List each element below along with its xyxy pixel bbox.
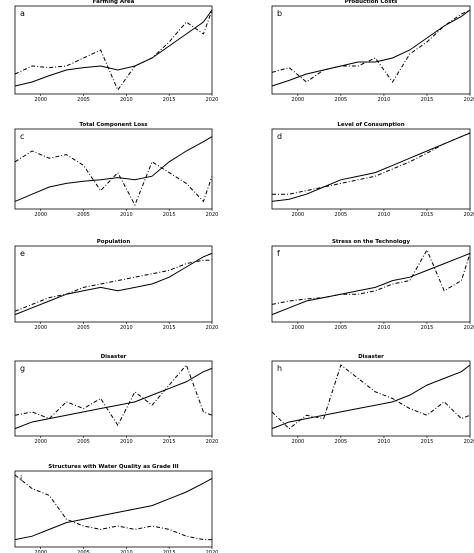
x-tick-label: 2020 (464, 325, 474, 331)
plot-frame (14, 128, 213, 210)
x-tick-label: 2010 (378, 325, 391, 331)
x-tick-label: 2000 (291, 212, 304, 218)
panel-title: Total Component Loss (79, 122, 148, 128)
x-tick-label: 2005 (77, 212, 90, 218)
data-line (272, 132, 471, 195)
panel-title: Population (97, 239, 131, 245)
data-line (14, 136, 213, 202)
x-tick-label: 2010 (120, 439, 133, 445)
x-tick-label: 2005 (335, 325, 348, 331)
data-line (14, 252, 213, 316)
panel-label: h (277, 364, 282, 373)
x-tick-label: 2020 (206, 325, 219, 331)
x-tick-label: 2010 (120, 97, 133, 103)
panel-title: Production Costs (345, 0, 398, 5)
x-tick-label: 2010 (120, 325, 133, 331)
x-tick-label: 2010 (120, 212, 133, 218)
data-line (271, 364, 471, 430)
plot-frame (271, 245, 471, 323)
x-tick-label: 2020 (206, 439, 219, 445)
panel-title: Structures with Water Quality as Grade I… (48, 464, 178, 470)
panel-title: Farming Area (93, 0, 135, 5)
x-tick-label: 2005 (335, 439, 348, 445)
x-tick-label: 2015 (421, 325, 434, 331)
x-tick-label: 2020 (206, 97, 219, 103)
x-tick-label: 2000 (291, 97, 304, 103)
panel-label: g (20, 364, 25, 373)
x-tick-label: 2020 (464, 439, 474, 445)
panel-label: c (20, 132, 24, 141)
data-line (14, 364, 213, 427)
data-line (14, 474, 212, 541)
x-tick-label: 2005 (77, 97, 90, 103)
x-tick-label: 2000 (34, 439, 47, 445)
x-tick-label: 2000 (34, 97, 47, 103)
panel-title: Disaster (101, 354, 127, 360)
data-line (14, 367, 213, 430)
x-tick-label: 2015 (163, 97, 176, 103)
x-tick-label: 2005 (335, 97, 348, 103)
x-tick-label: 2000 (34, 212, 47, 218)
data-line (14, 9, 213, 87)
x-tick-label: 2015 (163, 439, 176, 445)
x-tick-label: 2015 (421, 439, 434, 445)
plot-frame (14, 470, 213, 548)
plot-frame (14, 245, 213, 323)
panel-label: f (277, 249, 280, 258)
plot-frame (271, 5, 471, 95)
plot-frame (271, 128, 471, 210)
data-line (271, 364, 471, 430)
x-tick-label: 2000 (291, 325, 304, 331)
x-tick-label: 2005 (77, 325, 90, 331)
x-tick-label: 2020 (206, 550, 219, 553)
x-tick-label: 2005 (335, 212, 348, 218)
data-line (14, 259, 212, 312)
x-tick-label: 2010 (378, 439, 391, 445)
x-tick-label: 2015 (421, 212, 434, 218)
panel-label: i (20, 474, 22, 483)
x-tick-label: 2005 (77, 439, 90, 445)
panel-title: Disaster (358, 354, 384, 360)
panel-label: e (20, 249, 25, 258)
panel-label: b (277, 9, 282, 18)
data-line (14, 150, 213, 207)
x-tick-label: 2020 (464, 212, 474, 218)
x-tick-label: 2010 (378, 97, 391, 103)
x-tick-label: 2000 (34, 550, 47, 553)
plot-frame (14, 5, 213, 95)
x-tick-label: 2005 (77, 550, 90, 553)
data-line (271, 248, 471, 305)
x-tick-label: 2000 (34, 325, 47, 331)
x-tick-label: 2020 (464, 97, 474, 103)
plot-frame (14, 360, 213, 437)
panel-label: a (20, 9, 25, 18)
plot-frame (271, 360, 471, 437)
x-tick-label: 2010 (120, 550, 133, 553)
panel-title: Level of Consumption (337, 122, 404, 128)
x-tick-label: 2015 (163, 325, 176, 331)
data-line (14, 477, 213, 541)
x-tick-label: 2020 (206, 212, 219, 218)
data-line (271, 9, 471, 87)
x-tick-label: 2015 (421, 97, 434, 103)
panel-label: d (277, 132, 282, 141)
x-tick-label: 2010 (378, 212, 391, 218)
data-line (14, 9, 213, 92)
x-tick-label: 2015 (163, 212, 176, 218)
panel-title: Stress on the Technology (332, 239, 411, 245)
x-tick-label: 2015 (163, 550, 176, 553)
x-tick-label: 2000 (291, 439, 304, 445)
data-line (271, 252, 471, 316)
data-line (271, 9, 471, 83)
